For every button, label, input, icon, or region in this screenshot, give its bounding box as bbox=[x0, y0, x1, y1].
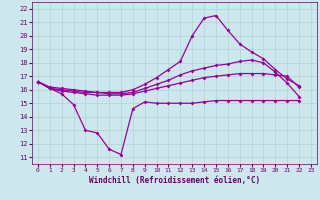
X-axis label: Windchill (Refroidissement éolien,°C): Windchill (Refroidissement éolien,°C) bbox=[89, 176, 260, 185]
